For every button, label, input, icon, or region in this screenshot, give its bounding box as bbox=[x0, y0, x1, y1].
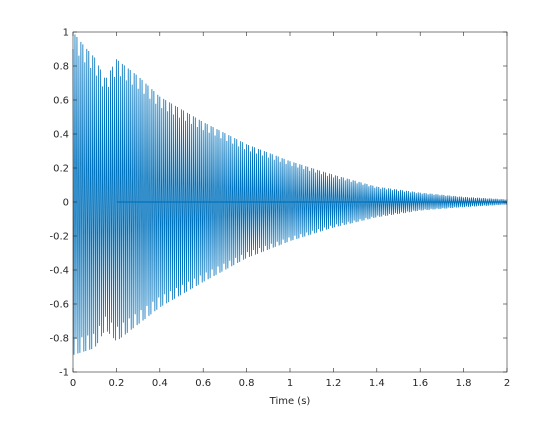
y-tick-label: 0.6 bbox=[53, 96, 69, 107]
x-tick-label: 0.6 bbox=[195, 378, 211, 389]
x-tick-label: 0.2 bbox=[108, 378, 124, 389]
series-layer bbox=[72, 34, 508, 355]
y-tick-label: 0.8 bbox=[53, 62, 69, 73]
x-tick-label: 1.2 bbox=[325, 378, 341, 389]
signal-series-line bbox=[72, 34, 508, 355]
x-axis-label: Time (s) bbox=[269, 396, 311, 407]
x-tick-label: 1.8 bbox=[456, 378, 472, 389]
x-tick-label: 0.4 bbox=[152, 378, 168, 389]
y-tick-label: -0.2 bbox=[49, 232, 69, 243]
y-tick-label: 0.4 bbox=[53, 130, 69, 141]
x-tick-label: 1.6 bbox=[412, 378, 428, 389]
y-tick-label: 0.2 bbox=[53, 164, 69, 175]
y-tick-label: -0.8 bbox=[49, 334, 69, 345]
x-tick-label: 1.4 bbox=[369, 378, 385, 389]
x-tick-label: 0.8 bbox=[239, 378, 255, 389]
y-tick-label: 0 bbox=[63, 198, 69, 209]
y-tick-label: -1 bbox=[59, 368, 69, 379]
x-tick-label: 2 bbox=[504, 378, 510, 389]
y-tick-label: -0.4 bbox=[49, 266, 69, 277]
tick-layer: 0 0.2 0.4 0.6 0.8 1 1.2 1.4 1.6 1.8 2 -1 -0.8 -0.6 -0.… bbox=[49, 28, 510, 390]
x-tick-label: 0 bbox=[70, 378, 76, 389]
x-tick-label: 1 bbox=[287, 378, 293, 389]
y-tick-label: 1 bbox=[63, 28, 69, 39]
y-tick-label: -0.6 bbox=[49, 300, 69, 311]
